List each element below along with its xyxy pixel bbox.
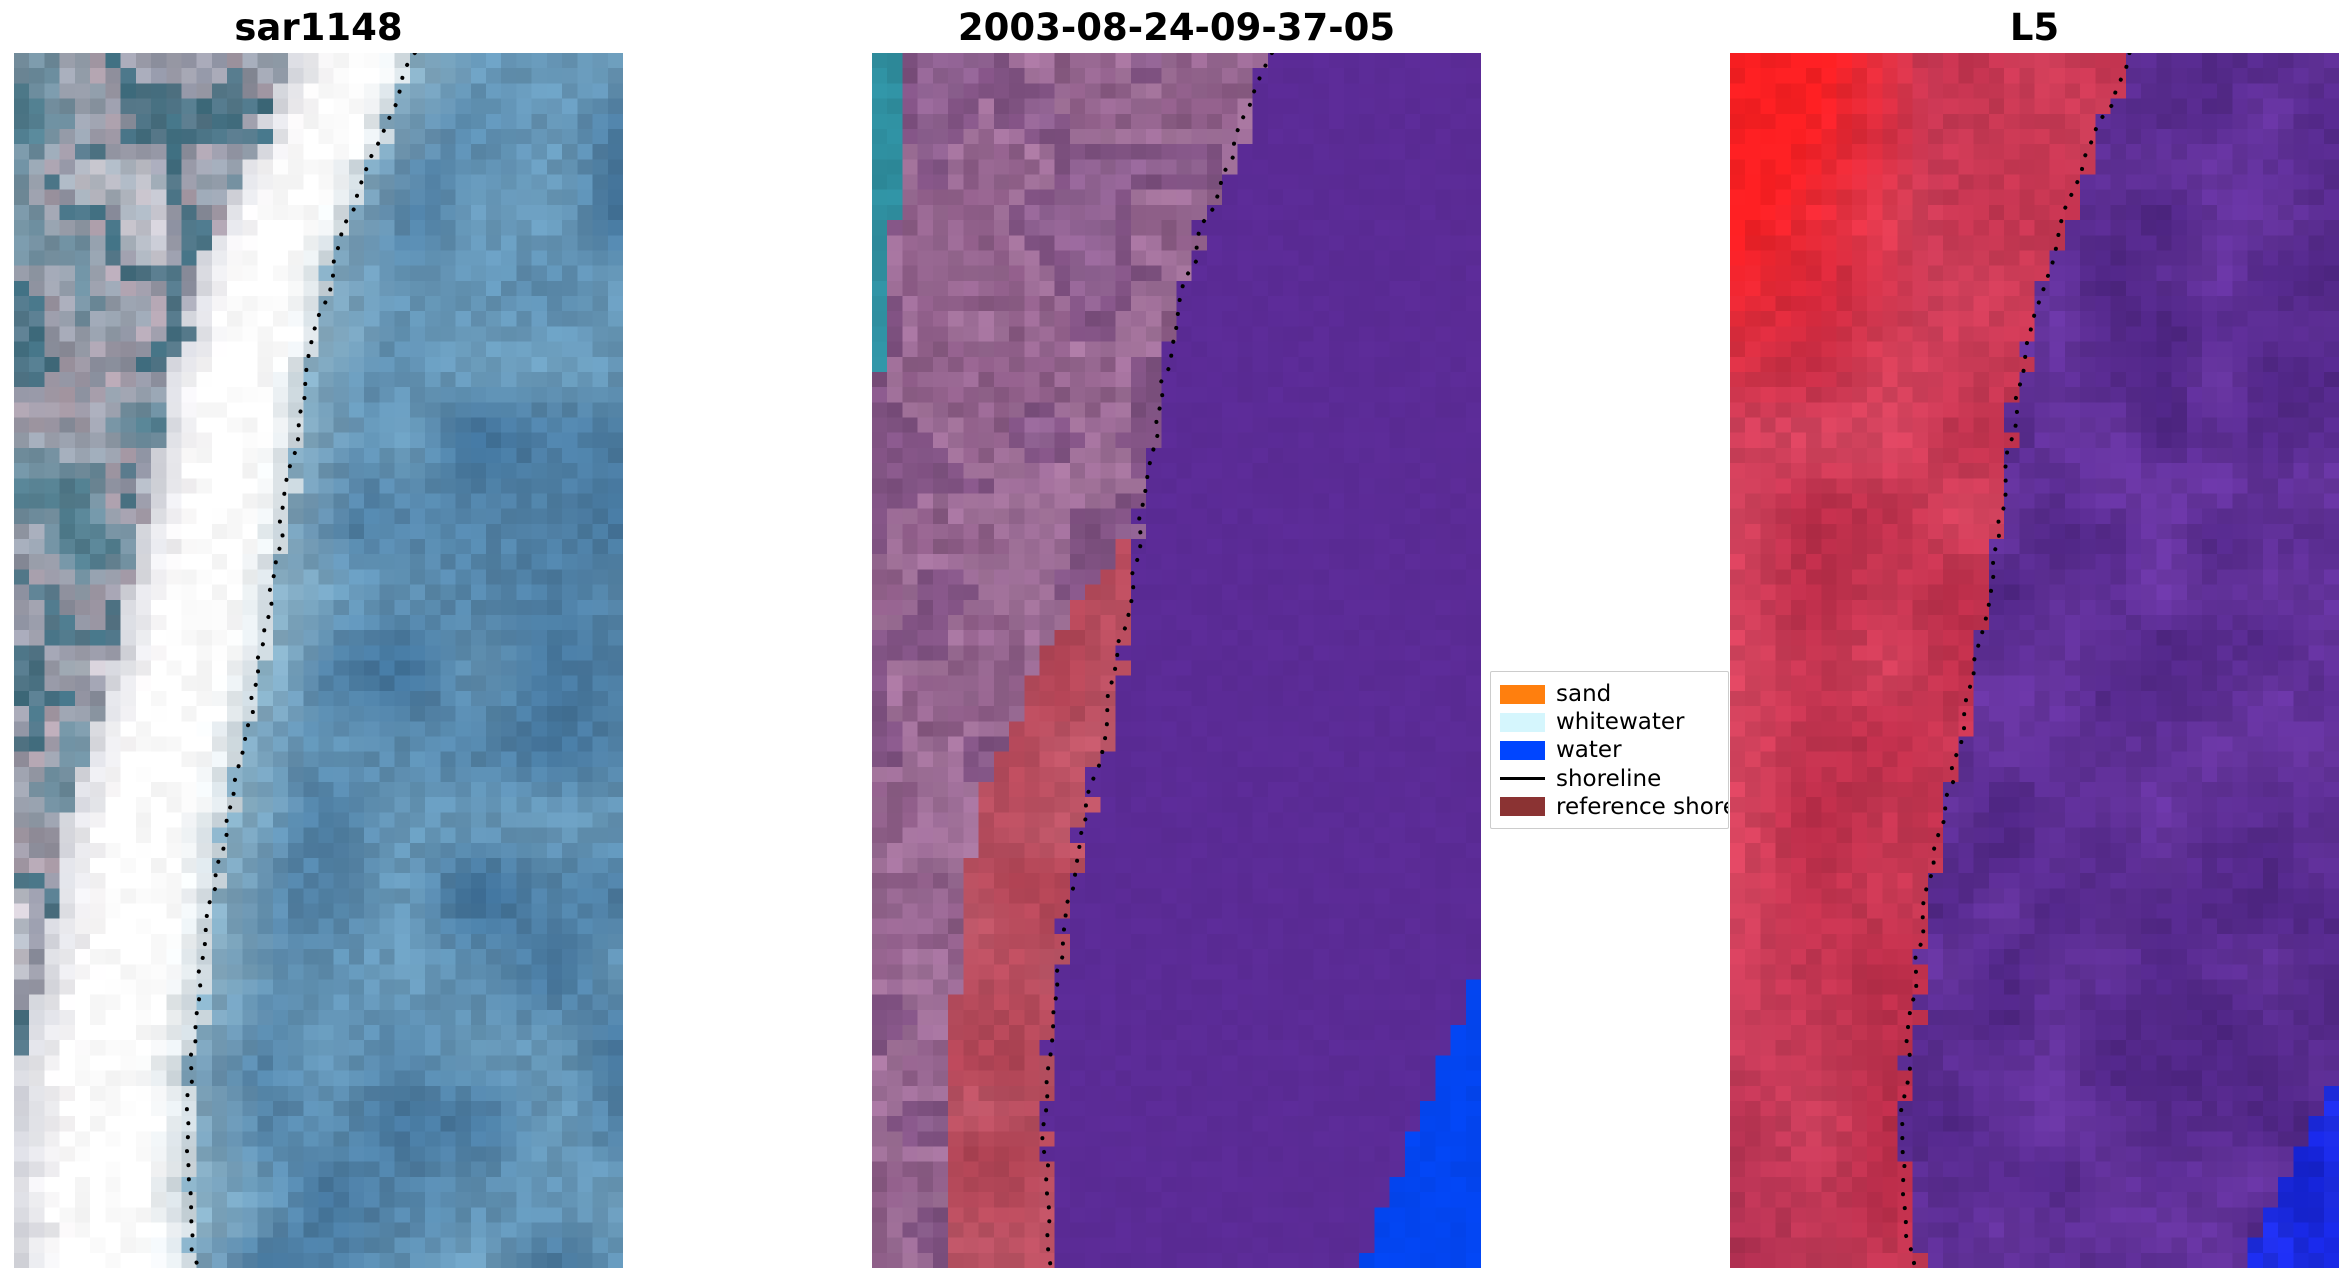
legend: sand whitewater water shoreline referenc… bbox=[1490, 671, 1729, 829]
legend-item-sand: sand bbox=[1500, 680, 1728, 708]
legend-swatch-sand bbox=[1500, 684, 1545, 704]
legend-label-shoreline: shoreline bbox=[1556, 765, 1662, 792]
legend-label-whitewater: whitewater bbox=[1556, 709, 1685, 736]
legend-item-whitewater: whitewater bbox=[1500, 708, 1728, 736]
shoreline-dotted-line-l5 bbox=[1898, 53, 2132, 1268]
shoreline-dotted-line-sar bbox=[184, 53, 417, 1268]
panel-l5-image bbox=[1730, 53, 2339, 1268]
legend-label-reference-shoreline: reference shoreline bbox=[1556, 793, 1728, 820]
legend-swatch-reference-shoreline bbox=[1500, 797, 1545, 817]
legend-label-sand: sand bbox=[1556, 681, 1612, 708]
legend-item-reference-shoreline: reference shoreline bbox=[1500, 793, 1728, 821]
panel-title-l5: L5 bbox=[2009, 6, 2060, 49]
panel-sar-image bbox=[14, 53, 623, 1268]
legend-swatch-shoreline-line bbox=[1500, 777, 1545, 781]
panel-title-date: 2003-08-24-09-37-05 bbox=[957, 6, 1396, 49]
panel-classified-image bbox=[872, 53, 1481, 1268]
l5-image-canvas bbox=[1730, 53, 2339, 1268]
legend-item-shoreline: shoreline bbox=[1500, 765, 1728, 793]
shoreline-dotted-line-classified bbox=[1040, 53, 1274, 1268]
legend-item-water: water bbox=[1500, 736, 1728, 764]
panel-title-sar1148: sar1148 bbox=[234, 6, 403, 49]
legend-swatch-whitewater bbox=[1500, 712, 1545, 732]
sar-image-canvas bbox=[14, 53, 623, 1268]
legend-label-water: water bbox=[1556, 737, 1622, 764]
classified-image-canvas bbox=[872, 53, 1481, 1268]
legend-swatch-water bbox=[1500, 740, 1545, 760]
